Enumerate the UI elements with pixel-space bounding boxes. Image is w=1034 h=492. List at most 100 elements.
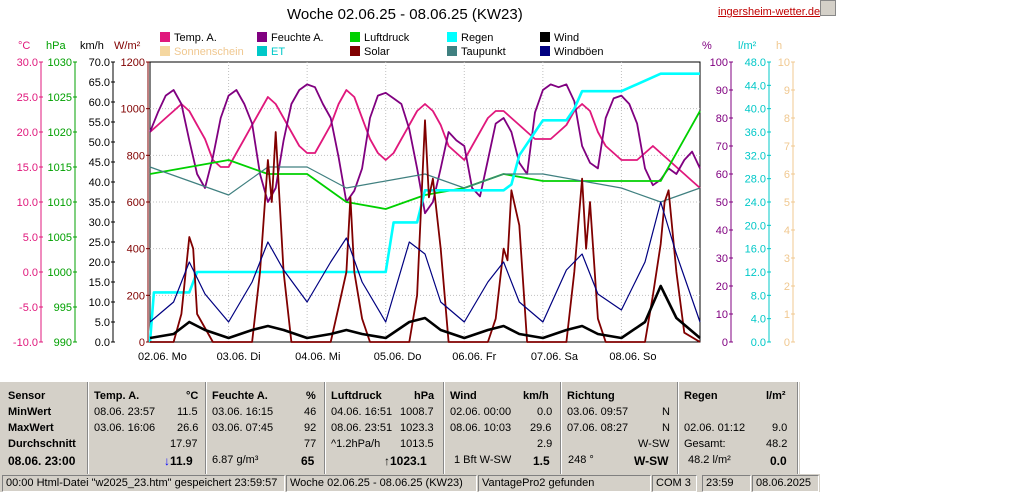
wind-now-bft: 1 Bft W-SW <box>454 454 512 466</box>
axis-tick-label: 0.0 <box>23 267 38 279</box>
axis-tick-label: 800 <box>127 150 145 162</box>
axis-tick-label: 0 <box>784 337 790 349</box>
axis-tick-label: 65.0 <box>89 77 110 89</box>
axis-tick-label: 0.0 <box>95 337 110 349</box>
axis-tick-label: 600 <box>127 197 145 209</box>
x-tick-label: 03.06. Di <box>217 351 261 363</box>
series-line-windb-en <box>149 201 701 323</box>
axis-tick-label: 44.0 <box>745 80 766 92</box>
axis-tick-label: 30.0 <box>17 57 38 69</box>
legend-item: Regen <box>447 31 493 45</box>
axis-tick-label: 70 <box>716 141 728 153</box>
temp-now: 11.9 <box>170 454 193 468</box>
scroll-up-icon[interactable] <box>820 0 836 16</box>
axis-tick-label: 1000 <box>121 104 145 116</box>
axis-tick-label: 0.0 <box>751 337 766 349</box>
hum-now-abs: 6.87 g/m³ <box>212 454 259 466</box>
legend-label: Regen <box>461 32 494 44</box>
hum-max: 92 <box>304 422 317 434</box>
chart-title: Woche 02.06.25 - 08.06.25 (KW23) <box>287 6 523 23</box>
temp-min: 11.5 <box>177 406 198 418</box>
status-station: VantagePro2 gefunden <box>478 475 651 492</box>
axis-tick-label: 40.0 <box>745 104 766 116</box>
unit-lm2: l/m² <box>738 40 757 52</box>
wind-unit: km/h <box>523 390 549 402</box>
legend-label: Sonnenschein <box>174 46 244 58</box>
site-link[interactable]: ingersheim-wetter.de <box>718 6 821 18</box>
unit-wm2: W/m² <box>114 40 141 52</box>
wind-header: Wind <box>450 390 477 402</box>
axis-tick-label: 24.0 <box>745 197 766 209</box>
legend-item: ET <box>257 45 285 59</box>
arrow-down-icon: ↓ <box>164 454 170 468</box>
axis-tick-label: 400 <box>127 244 145 256</box>
unit-pct: % <box>702 40 712 52</box>
wind-now: 1.5 <box>533 454 550 468</box>
x-tick-label: 08.06. So <box>609 351 656 363</box>
legend-swatch <box>350 32 360 42</box>
legend-swatch <box>540 46 550 56</box>
series-line-wind <box>149 284 701 340</box>
status-time: 23:59 <box>702 475 751 492</box>
status-port: COM 3 <box>652 475 697 492</box>
dir-now-deg: 248 ° <box>568 454 594 466</box>
axis-tick-label: 50 <box>716 197 728 209</box>
unit-celsius: °C <box>18 40 31 52</box>
weather-chart: 30.025.020.015.010.05.00.0-5.0-10.010301… <box>13 57 795 363</box>
legend-item: Temp. A. <box>160 31 217 45</box>
axis-tick-label: 28.0 <box>745 174 766 186</box>
axis-tick-label: 7 <box>784 141 790 153</box>
axis-tick-label: 55.0 <box>89 117 110 129</box>
axis-tick-label: 200 <box>127 290 145 302</box>
hum-header: Feuchte A. <box>212 390 268 402</box>
temp-max: 26.6 <box>177 422 199 434</box>
hum-min-dt: 03.06. 16:15 <box>212 406 274 418</box>
arrow-up-icon: ↑ <box>384 454 390 468</box>
status-bar: 00:00 Html-Datei "w2025_23.htm" gespeich… <box>0 474 820 492</box>
temp-unit: °C <box>186 390 199 402</box>
hum-avg: 77 <box>304 438 317 450</box>
axis-tick-label: 1005 <box>48 232 72 244</box>
x-tick-label: 05.06. Do <box>374 351 422 363</box>
axis-tick-label: 50.0 <box>89 137 110 149</box>
axis-tick-label: 60 <box>716 169 728 181</box>
legend-label: Windböen <box>554 46 604 58</box>
axis-tick-label: 30 <box>716 253 728 265</box>
axis-tick-label: 15.0 <box>17 162 38 174</box>
axis-tick-label: 10 <box>716 309 728 321</box>
axis-tick-label: 36.0 <box>745 127 766 139</box>
axis-tick-label: 90 <box>716 85 728 97</box>
axis-tick-label: 80 <box>716 113 728 125</box>
axis-tick-label: 2 <box>784 281 790 293</box>
temp-header: Temp. A. <box>94 390 140 402</box>
axis-tick-label: 12.0 <box>745 267 766 279</box>
rain-now-total: 48.2 l/m² <box>688 454 731 466</box>
press-min: 1008.7 <box>400 406 434 418</box>
axis-tick-label: 990 <box>54 337 72 349</box>
axis-tick-label: 10.0 <box>89 297 110 309</box>
axis-tick-label: 5.0 <box>23 232 38 244</box>
legend-label: Wind <box>554 32 580 44</box>
legend-item: Luftdruck <box>350 31 409 45</box>
axis-tick-label: 16.0 <box>745 244 766 256</box>
side-scrollbar[interactable] <box>820 0 836 380</box>
press-now: 1023.1 <box>390 454 427 468</box>
axis-tick-label: 100 <box>710 57 728 69</box>
stats-panel: Sensor MinWert MaxWert Durchschnitt 08.0… <box>0 381 800 475</box>
press-max: 1023.3 <box>400 422 434 434</box>
axis-tick-label: 0 <box>722 337 728 349</box>
axis-tick-label: 0 <box>139 337 145 349</box>
temp-avg: 17.97 <box>170 438 198 450</box>
hum-unit: % <box>306 390 316 402</box>
axis-tick-label: 8 <box>784 113 790 125</box>
legend-swatch <box>160 46 170 56</box>
series-line-feuchte-a- <box>149 83 701 215</box>
legend-item: Solar <box>350 45 390 59</box>
axis-tick-label: -5.0 <box>19 302 38 314</box>
legend-swatch <box>540 32 550 42</box>
rain-total: 48.2 <box>766 438 788 450</box>
legend-item: Feuchte A. <box>257 31 324 45</box>
legend-label: Temp. A. <box>174 32 217 44</box>
axis-tick-label: 6 <box>784 169 790 181</box>
hum-now: 65 <box>301 454 315 468</box>
